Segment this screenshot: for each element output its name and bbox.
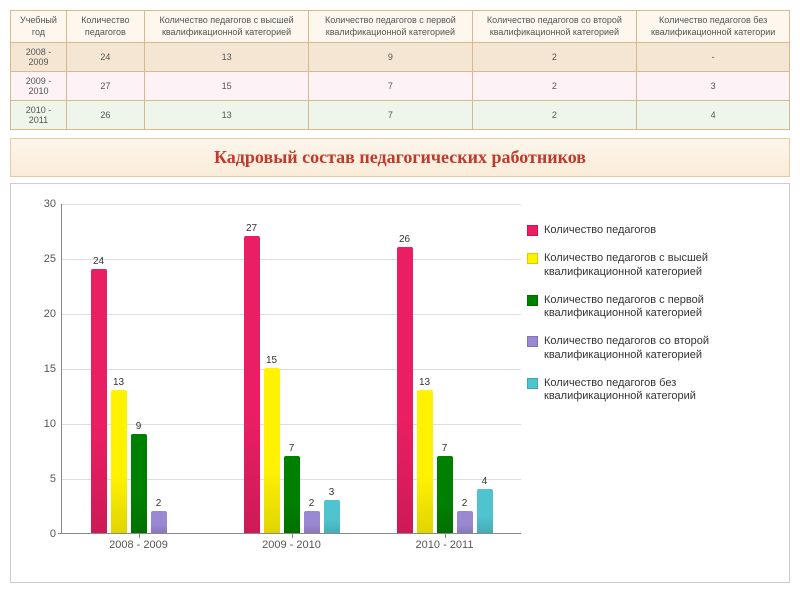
legend-swatch: [527, 225, 538, 236]
bar-value-label: 24: [91, 256, 107, 267]
table-cell: 2: [472, 43, 637, 72]
plot-area: 0510152025302413922008 - 200927157232009…: [61, 204, 521, 534]
bar: 13: [111, 390, 127, 533]
bar-value-label: 4: [477, 476, 493, 487]
chart-title: Кадровый состав педагогических работнико…: [11, 147, 789, 168]
table-cell: 2009 - 2010: [11, 72, 67, 101]
bar-group: 2715723: [244, 204, 340, 533]
x-axis-label: 2008 - 2009: [62, 539, 215, 551]
y-axis-label: 5: [50, 473, 56, 485]
col-header: Количество педагогов: [66, 11, 144, 43]
bar-value-label: 3: [324, 487, 340, 498]
bar-value-label: 7: [284, 443, 300, 454]
x-tick: [445, 533, 446, 538]
bar-group: 2613724: [397, 204, 493, 533]
table-cell: 3: [637, 72, 790, 101]
table-row: 2009 - 20102715723: [11, 72, 790, 101]
bar-value-label: 15: [264, 355, 280, 366]
legend-label: Количество педагогов с первой квалификац…: [544, 294, 777, 322]
bar: 24: [91, 269, 107, 533]
y-axis-label: 15: [44, 363, 56, 375]
col-header: Количество педагогов без квалификационно…: [637, 11, 790, 43]
table-cell: 7: [309, 101, 472, 130]
bar-value-label: 13: [111, 377, 127, 388]
bar-value-label: 2: [304, 498, 320, 509]
bar: 2: [457, 511, 473, 533]
x-tick: [292, 533, 293, 538]
table-cell: 24: [66, 43, 144, 72]
table-body: 2008 - 2009241392-2009 - 201027157232010…: [11, 43, 790, 130]
qualification-table: Учебный год Количество педагогов Количес…: [10, 10, 790, 130]
y-axis-label: 0: [50, 528, 56, 540]
bar: 7: [284, 456, 300, 533]
legend: Количество педагогов Количество педагогов…: [527, 224, 777, 418]
legend-item: Количество педагогов с первой квалификац…: [527, 294, 777, 322]
bar: 2: [304, 511, 320, 533]
table-header-row: Учебный год Количество педагогов Количес…: [11, 11, 790, 43]
bar: 13: [417, 390, 433, 533]
legend-item: Количество педагогов со второй квалифика…: [527, 335, 777, 363]
legend-item: Количество педагогов: [527, 224, 777, 238]
legend-label: Количество педагогов со второй квалифика…: [544, 335, 777, 363]
legend-swatch: [527, 295, 538, 306]
x-tick: [139, 533, 140, 538]
table-cell: 4: [637, 101, 790, 130]
table-cell: 9: [309, 43, 472, 72]
bar: 2: [151, 511, 167, 533]
bar: 9: [131, 434, 147, 533]
table-row: 2008 - 2009241392-: [11, 43, 790, 72]
table-cell: 26: [66, 101, 144, 130]
chart-container: 0510152025302413922008 - 200927157232009…: [10, 183, 790, 583]
x-axis-label: 2009 - 2010: [215, 539, 368, 551]
x-axis-label: 2010 - 2011: [368, 539, 521, 551]
legend-label: Количество педагогов без квалификационно…: [544, 377, 777, 405]
bar-value-label: 2: [151, 498, 167, 509]
y-axis-label: 10: [44, 418, 56, 430]
table-cell: 13: [144, 101, 309, 130]
table-row: 2010 - 20112613724: [11, 101, 790, 130]
table-cell: 27: [66, 72, 144, 101]
bar: 3: [324, 500, 340, 533]
table-cell: -: [637, 43, 790, 72]
bar: 15: [264, 368, 280, 533]
chart-title-bar: Кадровый состав педагогических работнико…: [10, 138, 790, 177]
legend-item: Количество педагогов с высшей квалификац…: [527, 252, 777, 280]
legend-swatch: [527, 378, 538, 389]
y-axis-label: 25: [44, 253, 56, 265]
bar: 27: [244, 236, 260, 533]
legend-item: Количество педагогов без квалификационно…: [527, 377, 777, 405]
bar-value-label: 26: [397, 234, 413, 245]
legend-swatch: [527, 253, 538, 264]
y-axis-label: 20: [44, 308, 56, 320]
col-header: Количество педагогов с высшей квалификац…: [144, 11, 309, 43]
table-cell: 2: [472, 72, 637, 101]
table-cell: 2: [472, 101, 637, 130]
bar-value-label: 13: [417, 377, 433, 388]
table-cell: 15: [144, 72, 309, 101]
legend-label: Количество педагогов: [544, 224, 656, 238]
bar-value-label: 2: [457, 498, 473, 509]
y-axis-label: 30: [44, 198, 56, 210]
col-header: Учебный год: [11, 11, 67, 43]
bar-group: 241392: [91, 204, 187, 533]
bar-value-label: 27: [244, 223, 260, 234]
col-header: Количество педагогов со второй квалифика…: [472, 11, 637, 43]
table-cell: 2010 - 2011: [11, 101, 67, 130]
table-cell: 13: [144, 43, 309, 72]
bar: 4: [477, 489, 493, 533]
bar: 26: [397, 247, 413, 533]
bar-value-label: 9: [131, 421, 147, 432]
bar: 7: [437, 456, 453, 533]
table-cell: 2008 - 2009: [11, 43, 67, 72]
col-header: Количество педагогов с первой квалификац…: [309, 11, 472, 43]
zero-tick: [58, 533, 66, 534]
bar-value-label: 7: [437, 443, 453, 454]
legend-label: Количество педагогов с высшей квалификац…: [544, 252, 777, 280]
table-cell: 7: [309, 72, 472, 101]
legend-swatch: [527, 336, 538, 347]
